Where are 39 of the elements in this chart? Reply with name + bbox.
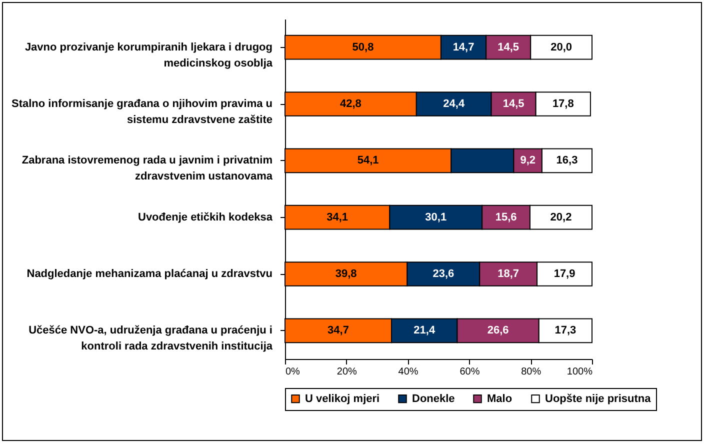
data-label: 50,8 xyxy=(352,41,374,54)
y-tick-label: Stalno informisanje građana o njihovim pravima u sistemu zdravstvene zaštite xyxy=(12,98,272,126)
y-tick-label: Javno prozivanje korumpiranih ljekara i drugog medicinskog osoblja xyxy=(24,41,274,70)
data-label: 42,8 xyxy=(340,98,362,110)
data-label: 54,1 xyxy=(357,154,379,167)
data-label: 23,6 xyxy=(432,268,454,280)
y-tick-label: Uvođenje etičkih kodeksa xyxy=(138,211,274,224)
data-label: 34,1 xyxy=(326,211,348,224)
x-tick-label: 60% xyxy=(460,366,480,378)
data-label: 39,8 xyxy=(335,268,357,280)
data-label: 17,3 xyxy=(554,324,576,337)
data-label: 17,8 xyxy=(552,98,574,110)
data-label: 20,0 xyxy=(550,41,572,54)
data-label: 9,2 xyxy=(520,154,536,167)
x-tick-label: 80% xyxy=(521,366,542,378)
data-label: 26,6 xyxy=(487,324,509,337)
data-label: 34,7 xyxy=(328,324,349,337)
data-label: 21,4 xyxy=(414,324,436,337)
x-tick-label: 0% xyxy=(286,366,300,378)
data-label: 24,4 xyxy=(443,98,466,110)
data-label: 15,6 xyxy=(495,211,517,224)
data-label: 14,5 xyxy=(498,41,520,54)
data-label: 16,3 xyxy=(556,154,578,167)
data-label: 14,5 xyxy=(502,98,524,110)
legend-label: Uopšte nije prisutna xyxy=(545,392,652,405)
data-label: 14,7 xyxy=(452,41,474,54)
x-tick-label: 40% xyxy=(398,366,418,378)
x-tick-label: 100% xyxy=(566,366,593,378)
x-tick-label: 20% xyxy=(336,366,358,378)
data-label: 20,2 xyxy=(550,211,572,224)
legend-label: U velikoj mjeri xyxy=(305,392,380,405)
data-label: 18,7 xyxy=(498,268,520,280)
legend-label: Donekle xyxy=(412,392,455,405)
y-tick-label: Nadgledanje mehanizama plaćanaj u zdravstvu xyxy=(26,268,272,280)
legend-label: Malo xyxy=(487,392,512,405)
data-label: 17,9 xyxy=(554,268,576,280)
y-tick-label: Učešće NVO-a, udruženja građana u praćenju i kontroli rada zdravstvenih institucija xyxy=(28,324,274,353)
y-tick-label: Zabrana istovremenog rada u javnim i privatnim zdravstvenim ustanovama xyxy=(22,154,274,183)
data-label: 30,1 xyxy=(425,211,447,224)
